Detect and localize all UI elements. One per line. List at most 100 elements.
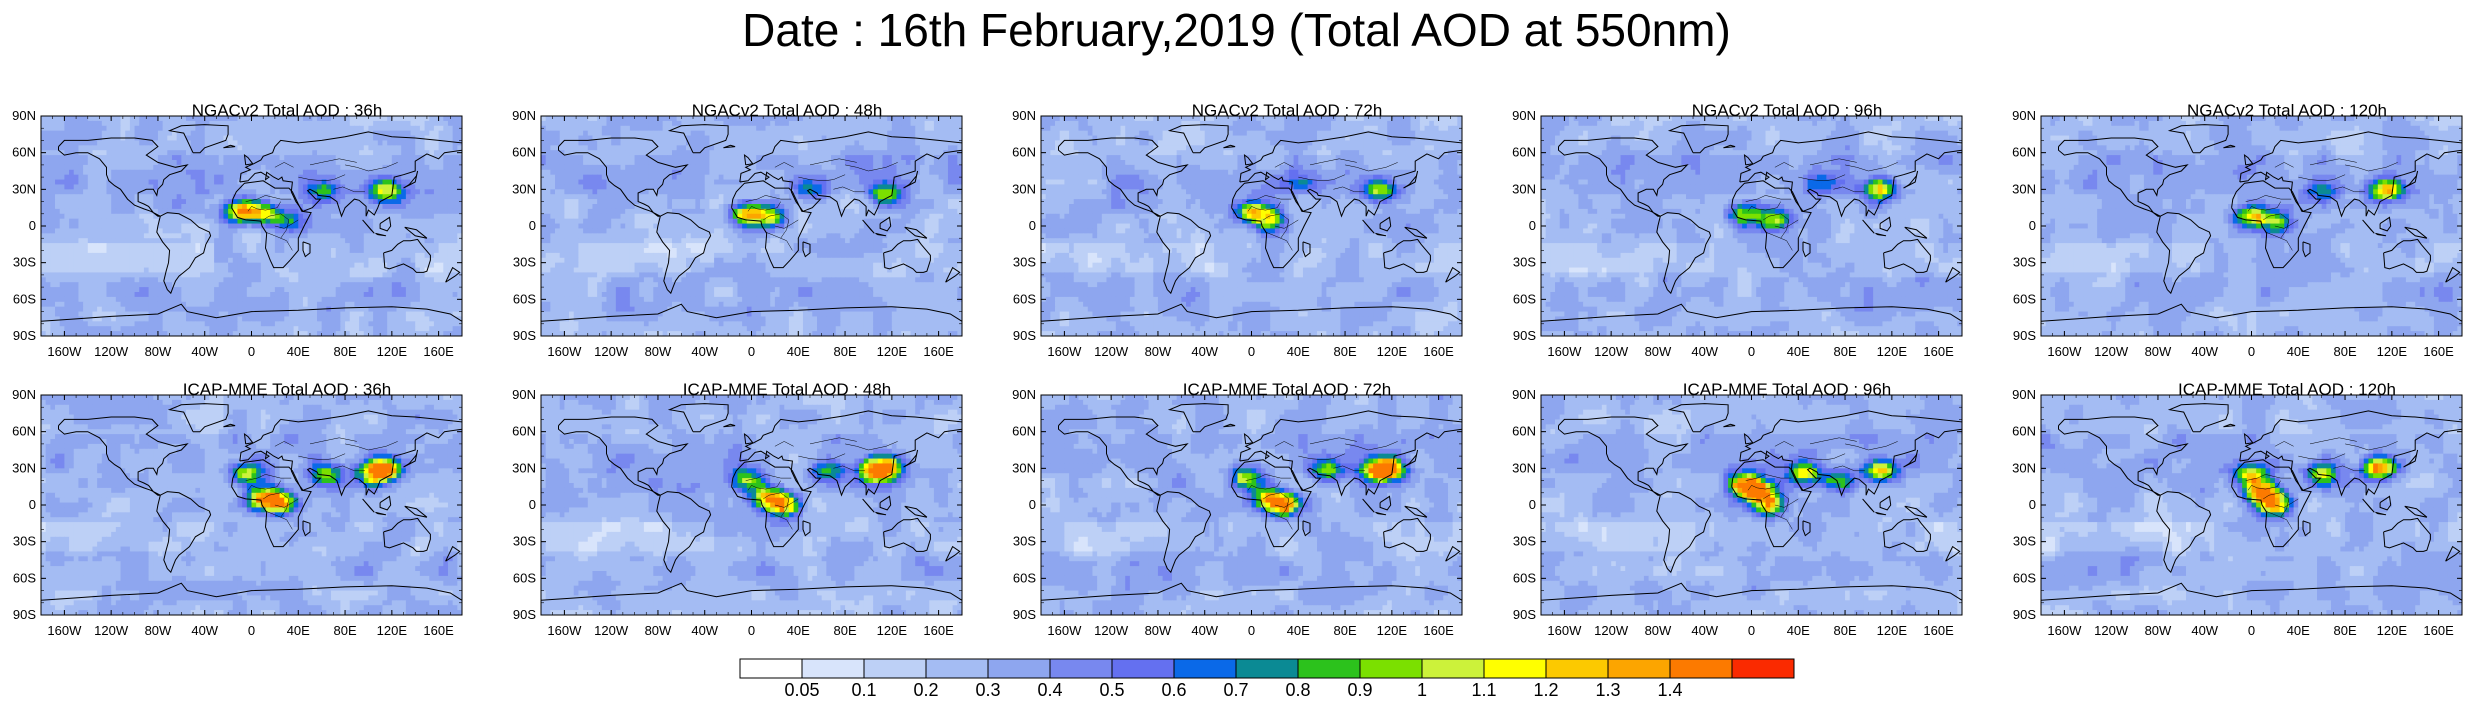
colorbar-label: 0.05: [784, 680, 819, 700]
lon-tick-label: 120E: [1877, 623, 1908, 638]
lat-tick-label: 30N: [2012, 460, 2036, 475]
map-svg: 90N 60N 30N 0 30S 60S 90S 160W 120W 80W 40W 0 40E 80E…: [12, 108, 463, 359]
lon-tick-label: 160E: [2423, 344, 2454, 359]
lon-tick-label: 40E: [287, 344, 310, 359]
lon-tick-label: 160E: [1923, 344, 1954, 359]
colorbar-label: 0.7: [1223, 680, 1248, 700]
lon-tick-label: 120E: [2377, 344, 2408, 359]
lon-tick-label: 160E: [423, 344, 454, 359]
lat-tick-label: 90N: [1012, 387, 1036, 402]
lat-tick-label: 30N: [12, 460, 36, 475]
aod-field: [1041, 395, 1463, 616]
lon-tick-label: 40W: [1691, 344, 1718, 359]
lat-tick-label: 90S: [1013, 328, 1036, 343]
aod-field: [1541, 395, 1963, 616]
lon-tick-label: 40E: [2287, 344, 2310, 359]
aod-field: [2041, 395, 2463, 616]
map-svg: 90N 60N 30N 0 30S 60S 90S 160W 120W 80W 40W 0 40E 80E…: [2012, 108, 2463, 359]
lon-tick-label: 40E: [287, 623, 310, 638]
lat-tick-label: 30N: [512, 460, 536, 475]
lat-tick-label: 60N: [512, 145, 536, 160]
colorbar-swatch: [1359, 658, 1423, 679]
lat-tick-label: 30S: [2013, 255, 2036, 270]
lat-tick-label: 0: [529, 218, 536, 233]
colorbar-swatch: [1297, 658, 1361, 679]
lat-tick-label: 60S: [1013, 291, 1036, 306]
lat-tick-label: 60N: [2012, 145, 2036, 160]
lat-tick-label: 0: [529, 497, 536, 512]
lon-tick-label: 120E: [377, 623, 408, 638]
lon-tick-label: 160W: [2047, 344, 2082, 359]
lat-tick-label: 60N: [1012, 145, 1036, 160]
map-panel-ngacv2-36h: NGACv2 Total AOD : 36h 90N 60N 30N 0 30S 60S 90…: [12, 101, 537, 378]
lon-tick-label: 160W: [1047, 623, 1082, 638]
lat-tick-label: 90S: [1513, 328, 1536, 343]
lat-tick-label: 0: [1529, 497, 1536, 512]
lon-tick-label: 0: [1748, 623, 1755, 638]
lon-tick-label: 120W: [1594, 623, 1629, 638]
lat-tick-label: 0: [2029, 218, 2036, 233]
lon-tick-label: 0: [1248, 623, 1255, 638]
map-svg: 90N 60N 30N 0 30S 60S 90S 160W 120W 80W 40W 0 40E 80E…: [12, 387, 463, 638]
axis-labels: 90N 60N 30N 0 30S 60S 90S 160W 120W 80W 40W 0 40E 80E…: [1012, 387, 1463, 638]
lat-tick-label: 30S: [513, 255, 536, 270]
coastlines: [40, 403, 463, 601]
lon-tick-label: 80W: [645, 344, 672, 359]
lon-tick-label: 120E: [2377, 623, 2408, 638]
lat-tick-label: 30S: [13, 534, 36, 549]
lon-tick-label: 80E: [833, 623, 856, 638]
aod-field: [41, 116, 463, 337]
axis-labels: 90N 60N 30N 0 30S 60S 90S 160W 120W 80W 40W 0 40E 80E…: [2012, 387, 2463, 638]
lon-tick-label: 80E: [333, 344, 356, 359]
lon-tick-label: 0: [248, 623, 255, 638]
lat-tick-label: 30S: [13, 255, 36, 270]
lat-tick-label: 30N: [512, 181, 536, 196]
lon-tick-label: 0: [1748, 344, 1755, 359]
colorbar-swatch: [1111, 658, 1175, 679]
lon-tick-label: 80E: [2333, 623, 2356, 638]
lat-tick-label: 30N: [1512, 460, 1536, 475]
colorbar-label: 0.6: [1161, 680, 1186, 700]
lat-tick-label: 60N: [512, 424, 536, 439]
lon-tick-label: 160E: [1423, 344, 1454, 359]
lat-tick-label: 90S: [1013, 607, 1036, 622]
lat-tick-label: 30N: [1012, 181, 1036, 196]
lon-tick-label: 0: [748, 623, 755, 638]
lon-tick-label: 120W: [2094, 344, 2129, 359]
lon-tick-label: 80W: [145, 623, 172, 638]
lat-tick-label: 90N: [1012, 108, 1036, 123]
colorbar-label: 0.2: [913, 680, 938, 700]
lon-tick-label: 120E: [1377, 344, 1408, 359]
lon-tick-label: 160W: [1547, 344, 1582, 359]
lat-tick-label: 60N: [1512, 424, 1536, 439]
panel-title: ICAP-MME Total AOD : 36h: [37, 380, 537, 400]
lat-tick-label: 90S: [513, 328, 536, 343]
map-panel-icap-mme-72h: ICAP-MME Total AOD : 72h 90N 60N 30N 0 30S 60S…: [1012, 380, 1537, 657]
panel-title: NGACv2 Total AOD : 48h: [537, 101, 1037, 121]
colorbar-label: 1: [1417, 680, 1427, 700]
coastlines: [40, 124, 463, 322]
map-panel-ngacv2-120h: NGACv2 Total AOD : 120h 90N 60N 30N 0 30S 60S 9…: [2012, 101, 2473, 378]
lat-tick-label: 0: [29, 497, 36, 512]
colorbar-swatch: [1235, 658, 1299, 679]
panel-title: ICAP-MME Total AOD : 72h: [1037, 380, 1537, 400]
colorbar-swatch: [739, 658, 803, 679]
lon-tick-label: 120E: [377, 344, 408, 359]
lon-tick-label: 80E: [833, 344, 856, 359]
lon-tick-label: 120W: [2094, 623, 2129, 638]
aod-field: [41, 395, 463, 616]
axis-labels: 90N 60N 30N 0 30S 60S 90S 160W 120W 80W 40W 0 40E 80E…: [1012, 108, 1463, 359]
map-svg: 90N 60N 30N 0 30S 60S 90S 160W 120W 80W 40W 0 40E 80E…: [512, 108, 963, 359]
lat-tick-label: 60N: [12, 424, 36, 439]
map-svg: 90N 60N 30N 0 30S 60S 90S 160W 120W 80W 40W 0 40E 80E…: [1512, 108, 1963, 359]
panel-title: ICAP-MME Total AOD : 120h: [2037, 380, 2473, 400]
lat-tick-label: 30N: [12, 181, 36, 196]
lon-tick-label: 160W: [1547, 623, 1582, 638]
colorbar-swatch: [987, 658, 1051, 679]
lon-tick-label: 40E: [2287, 623, 2310, 638]
lon-tick-label: 120E: [1377, 623, 1408, 638]
coastlines: [2040, 403, 2463, 601]
lon-tick-label: 160W: [1047, 344, 1082, 359]
colorbar-swatch: [1173, 658, 1237, 679]
lon-tick-label: 120W: [594, 623, 629, 638]
